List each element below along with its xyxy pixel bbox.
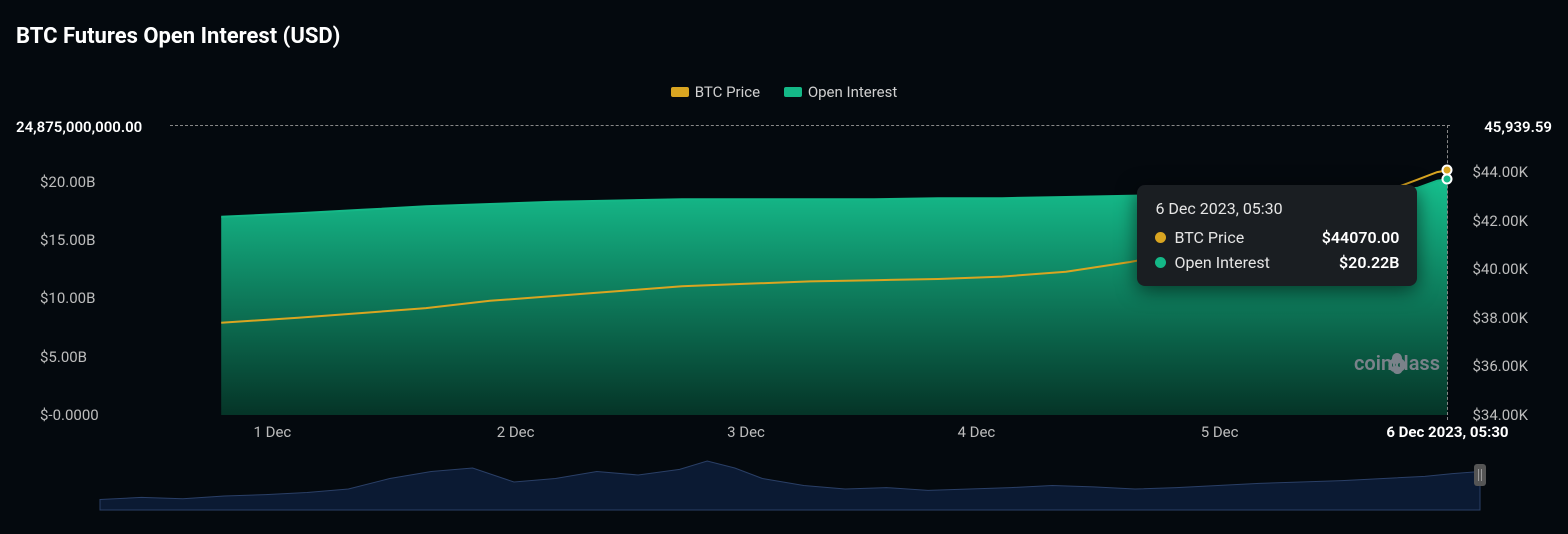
- coinglass-logo-icon: [1354, 351, 1440, 375]
- left-axis-max: 24,875,000,000.00: [16, 118, 142, 136]
- y-left-tick: $15.00B: [40, 231, 95, 249]
- tooltip-label-text: BTC Price: [1174, 228, 1244, 247]
- y-left-tick: $-0.0000: [40, 406, 99, 424]
- y-right-tick: $36.00K: [1472, 357, 1528, 375]
- legend-label: BTC Price: [695, 83, 760, 101]
- tooltip-date: 6 Dec 2023, 05:30: [1155, 199, 1399, 218]
- x-tick: 4 Dec: [957, 423, 995, 441]
- x-tick: 3 Dec: [727, 423, 765, 441]
- x-tick: 2 Dec: [497, 423, 535, 441]
- y-right-tick: $34.00K: [1472, 406, 1528, 424]
- y-right-tick: $38.00K: [1472, 309, 1528, 327]
- dot-icon: [1155, 257, 1166, 268]
- legend-item-btc-price[interactable]: BTC Price: [671, 83, 760, 101]
- chart-title: BTC Futures Open Interest (USD): [16, 24, 340, 49]
- right-axis-max: 45,939.59: [1484, 118, 1552, 136]
- legend-item-open-interest[interactable]: Open Interest: [784, 83, 897, 101]
- y-left-tick: $20.00B: [40, 173, 95, 191]
- y-right-tick: $40.00K: [1472, 260, 1528, 278]
- x-tick: 6 Dec 2023, 05:30: [1386, 423, 1508, 441]
- dot-icon: [1155, 232, 1166, 243]
- brush-handle-right[interactable]: [1474, 464, 1486, 486]
- x-tick: 1 Dec: [253, 423, 291, 441]
- legend-label: Open Interest: [808, 83, 897, 101]
- x-tick: 5 Dec: [1201, 423, 1239, 441]
- legend-swatch: [671, 87, 689, 97]
- tooltip-value: $44070.00: [1322, 228, 1400, 247]
- chart-area[interactable]: 24,875,000,000.00 45,939.59 coinglass $2…: [0, 125, 1568, 415]
- tooltip-row-btc-price: BTC Price $44070.00: [1155, 228, 1399, 247]
- tooltip-value: $20.22B: [1339, 253, 1399, 272]
- y-left-tick: $5.00B: [40, 348, 87, 366]
- mini-chart-area: [100, 461, 1480, 510]
- legend: BTC Price Open Interest: [0, 83, 1568, 101]
- y-right-tick: $44.00K: [1472, 163, 1528, 181]
- mini-chart-brush[interactable]: [100, 440, 1480, 510]
- tooltip: 6 Dec 2023, 05:30 BTC Price $44070.00 Op…: [1137, 185, 1417, 286]
- y-right-tick: $42.00K: [1472, 212, 1528, 230]
- tooltip-row-open-interest: Open Interest $20.22B: [1155, 253, 1399, 272]
- crosshair-dot: [1442, 174, 1453, 185]
- y-left-tick: $10.00B: [40, 289, 95, 307]
- watermark: coinglass: [1354, 351, 1440, 375]
- tooltip-label-text: Open Interest: [1174, 253, 1269, 272]
- legend-swatch: [784, 87, 802, 97]
